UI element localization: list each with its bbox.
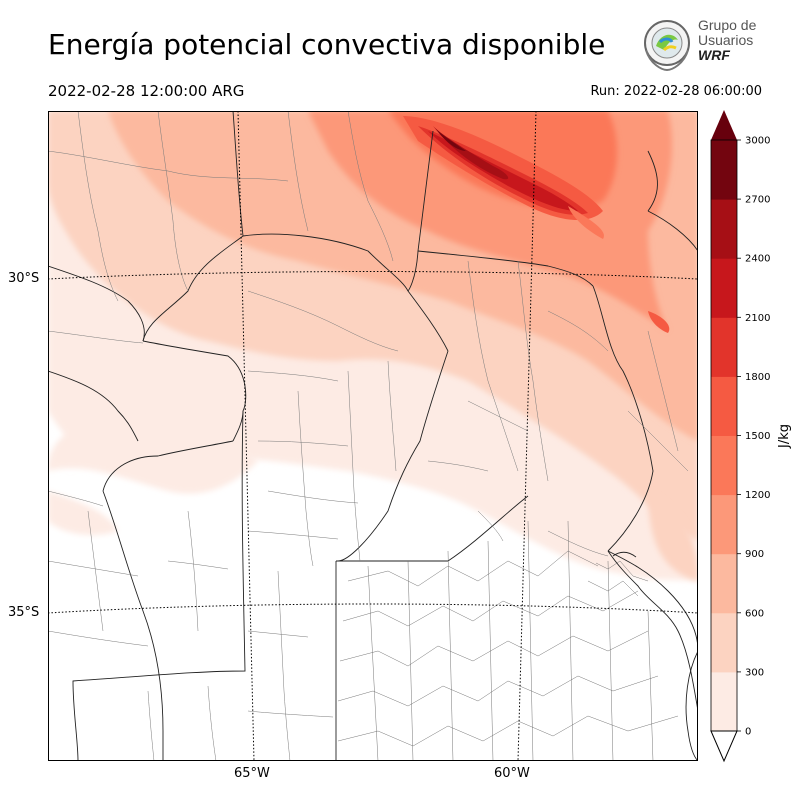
colorbar-ticks: 0 300 600 900 1200 1500 1800 2100 2400 2700 3000 (737, 136, 770, 738)
colorbar-tick-label: 2700 (745, 195, 770, 206)
department-borders (48, 111, 689, 761)
lon-label-60w: 60°W (494, 766, 530, 781)
colorbar-tick-label: 1800 (745, 372, 770, 383)
run-time-label: Run: 2022-02-28 06:00:00 (590, 84, 762, 99)
valid-time-label: 2022-02-28 12:00:00 ARG (48, 82, 245, 100)
colorbar-band (711, 553, 737, 614)
colorbar-band (711, 140, 737, 200)
colorbar-under-arrow (710, 730, 738, 763)
colorbar-tick-label: 300 (745, 667, 764, 678)
cape-patch-east-2 (568, 206, 604, 239)
graticule (48, 111, 698, 761)
colorbar-tick-label: 1500 (745, 431, 770, 442)
colorbar-tick-label: 900 (745, 549, 764, 560)
colorbar-unit-label: J/kg (777, 424, 792, 449)
colorbar-band (711, 435, 737, 496)
coastline (607, 550, 698, 761)
lat-label-30s: 30°S (8, 271, 40, 286)
colorbar-tick-label: 1200 (745, 490, 770, 501)
province-borders (48, 111, 698, 761)
colorbar-tick-label: 600 (745, 608, 764, 619)
colorbar-band (711, 317, 737, 377)
colorbar-band (711, 612, 737, 673)
cape-patch-east (648, 311, 670, 333)
lat-label-35s: 35°S (8, 605, 40, 620)
colorbar-over-arrow (711, 110, 737, 140)
colorbar-band (711, 494, 737, 555)
cape-field (48, 111, 698, 761)
colorbar-tick-label: 3000 (745, 136, 770, 147)
cape-band-2400-2700 (433, 126, 509, 180)
logo-wordmark: Grupo de Usuarios WRF (698, 17, 757, 63)
colorbar-tick-label: 2100 (745, 313, 770, 324)
buenos-aires-partidos (337, 520, 679, 761)
colorbar-tick-label: 0 (745, 727, 751, 738)
colorbar-bands (711, 140, 737, 732)
wrf-users-logo: Grupo de Usuarios WRF (638, 16, 768, 74)
map-title: Energía potencial convectiva disponible (48, 28, 606, 61)
lon-label-65w: 65°W (234, 766, 270, 781)
map-frame (48, 111, 698, 761)
cape-map[interactable] (48, 111, 698, 761)
cape-band-300-600-south (648, 491, 698, 581)
colorbar-band (711, 376, 737, 436)
wrf-emblem-icon (644, 20, 690, 72)
colorbar-band (711, 671, 737, 732)
colorbar-tick-label: 2400 (745, 254, 770, 265)
colorbar-band (711, 199, 737, 259)
colorbar: 0 300 600 900 1200 1500 1800 2100 2400 2700 3000 J… (710, 110, 792, 763)
cape-patch-southwest (48, 491, 118, 536)
colorbar-band (711, 258, 737, 318)
